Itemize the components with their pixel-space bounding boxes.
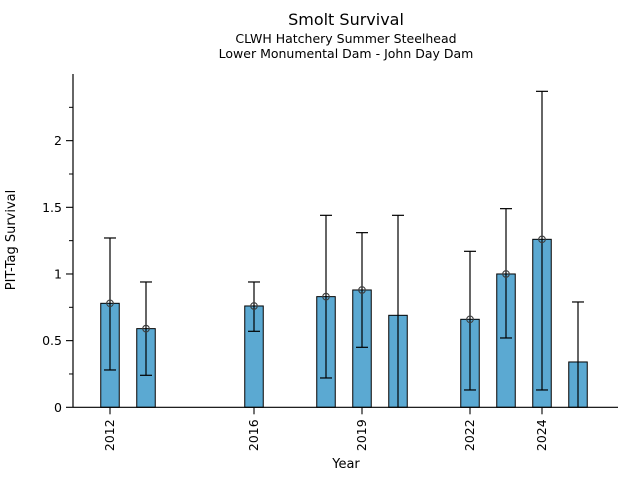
- point-marker-2022: [466, 315, 474, 324]
- point-marker-2023: [502, 270, 510, 278]
- y-axis-label: PIT-Tag Survival: [4, 190, 19, 290]
- point-marker-2018: [322, 292, 330, 301]
- point-marker-2013: [142, 324, 150, 333]
- x-tick-label: 2022: [462, 419, 477, 451]
- y-tick-label: 2: [54, 133, 62, 148]
- point-marker-2019: [358, 286, 366, 294]
- point-marker-2016: [250, 302, 258, 310]
- chart-subtitle-line2: Lower Monumental Dam - John Day Dam: [218, 46, 474, 61]
- x-tick-label: 2019: [354, 419, 369, 451]
- x-axis-label: Year: [332, 457, 360, 472]
- y-tick-label: 1.5: [42, 200, 62, 215]
- x-tick-label: 2016: [246, 419, 261, 451]
- point-marker-2024: [538, 235, 546, 244]
- x-tick-label: 2012: [102, 419, 117, 451]
- chart-subtitle-line1: CLWH Hatchery Summer Steelhead: [235, 31, 457, 46]
- point-marker-2012: [106, 299, 114, 308]
- y-tick-label: 0.5: [42, 333, 62, 348]
- y-tick-label: 1: [54, 266, 62, 281]
- x-tick-label: 2024: [534, 419, 549, 451]
- chart-title: Smolt Survival: [288, 10, 404, 29]
- y-tick-label: 0: [54, 400, 62, 415]
